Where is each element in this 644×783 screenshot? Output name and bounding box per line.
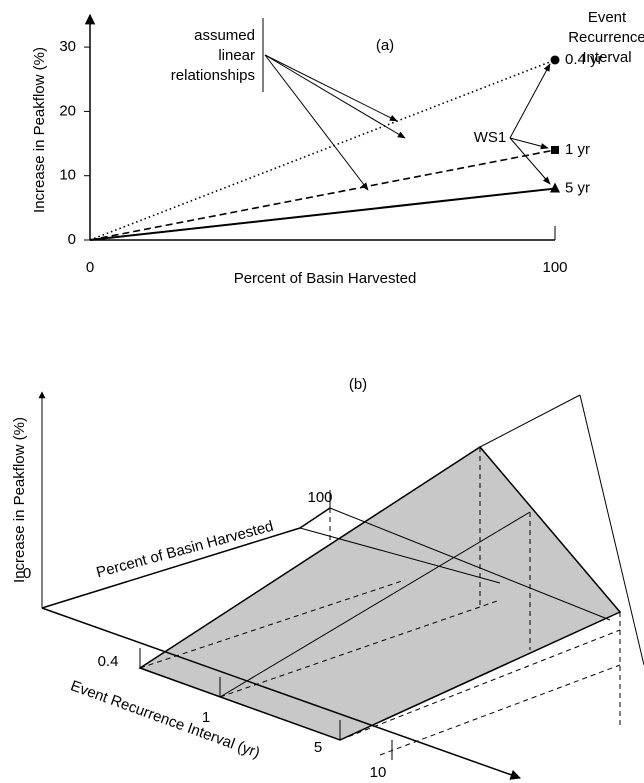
z-tick-label: 0.4 [98, 653, 119, 670]
y-tick-label: 0 [68, 231, 76, 248]
marker [550, 182, 560, 193]
edge [329, 507, 611, 621]
legend-title: Recurrence [568, 29, 644, 46]
annotation-arrow [509, 137, 551, 185]
surface-line [299, 527, 501, 584]
y-tick-label: 30 [59, 38, 76, 55]
y-axis-label: Increase in Peakflow (%) [31, 47, 48, 213]
y-axis-label: Increase in Peakflow (%) [11, 417, 28, 583]
dashed-line [139, 579, 406, 669]
x-axis-label: Percent of Basin Harvested [234, 270, 417, 287]
panel-b: (b) Increase in Peakflow (%) Percent of … [11, 376, 644, 781]
x-axis-label: Percent of Basin Harvested [94, 518, 275, 582]
annotation: relationships [171, 67, 255, 84]
series-line [89, 149, 556, 241]
axis [41, 607, 521, 780]
dashed-line [379, 664, 621, 756]
legend-label: 1 yr [565, 141, 590, 158]
marker [551, 145, 559, 154]
panel-label: (b) [349, 376, 367, 393]
panel-title: (a) [376, 37, 394, 54]
point-label: WS1 [474, 129, 507, 146]
x-tick-label: 100 [307, 489, 332, 506]
annotation-arrow [509, 63, 551, 139]
axis [299, 507, 331, 529]
axis [41, 527, 301, 609]
dashed-line [219, 599, 501, 698]
panel-a: (a) Percent of Basin Harvested Increase … [31, 9, 644, 287]
surface [138, 446, 622, 741]
x-tick-label: 100 [542, 259, 567, 276]
annotation-arrow [509, 137, 549, 150]
legend-title: Interval [582, 49, 631, 66]
x-tick-label: 0 [23, 565, 31, 582]
z-tick-label: 10 [370, 764, 387, 781]
annotation: linear [218, 47, 255, 64]
edge [579, 394, 644, 666]
legend-label: 0.4 yr [565, 51, 603, 68]
annotation: assumed [194, 27, 255, 44]
marker [550, 55, 560, 65]
z-tick-label: 1 [202, 709, 210, 726]
series-line [89, 187, 556, 241]
annotation-arrow [264, 54, 398, 122]
series-line [89, 59, 556, 241]
x-tick-label: 0 [86, 259, 94, 276]
edge [479, 394, 581, 448]
annotation-arrow [264, 54, 406, 139]
z-tick-label: 5 [314, 739, 322, 756]
legend-title: Event [588, 9, 627, 26]
y-tick-label: 20 [59, 102, 76, 119]
annotation-arrow [264, 54, 369, 191]
y-tick-label: 10 [59, 167, 76, 184]
legend-label: 5 yr [565, 180, 590, 197]
surface-line [219, 511, 531, 698]
